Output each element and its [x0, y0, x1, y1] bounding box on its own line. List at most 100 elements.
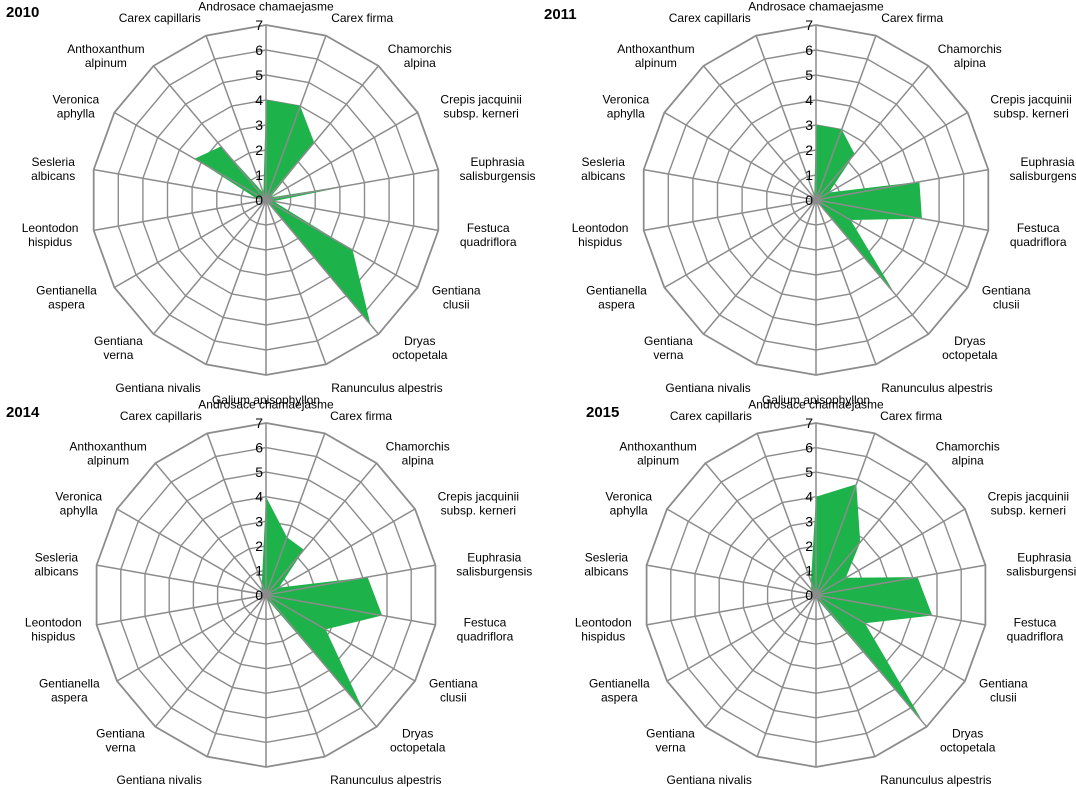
category-label: Gentianella aspera [36, 283, 97, 311]
r-tick-label: 3 [255, 513, 263, 529]
axis-spoke [265, 594, 436, 626]
axis-spoke [755, 199, 817, 365]
category-label: Carex firma [881, 11, 943, 25]
category-label: Crepis jacquinii subsp. kerneri [990, 93, 1071, 121]
data-area [766, 125, 922, 294]
category-label: Festuca quadriflora [460, 221, 517, 249]
category-label: Gentiana clusii [432, 283, 481, 311]
category-label: Galium anisophyllon [762, 785, 870, 787]
axis-spoke [815, 111, 968, 201]
axis-spoke [116, 594, 267, 682]
axis-spoke [265, 35, 327, 201]
r-tick-label: 3 [805, 513, 813, 529]
axis-spoke [206, 433, 267, 596]
r-tick-label: 4 [255, 489, 263, 505]
axis-spoke [815, 462, 928, 596]
axis-spoke [152, 199, 267, 335]
category-label: Ranunculus alpestris [881, 381, 992, 395]
category-label: Ranunculus alpestris [331, 381, 442, 395]
axis-spoke [815, 594, 966, 682]
category-label: Festuca quadriflora [1010, 221, 1067, 249]
category-label: Veronica aphylla [602, 93, 649, 121]
axis-spoke [815, 433, 876, 596]
data-area [195, 496, 383, 712]
category-label: Sesleria albicans [581, 155, 625, 183]
r-tick-label: 5 [255, 67, 263, 83]
r-tick-label: 4 [805, 92, 813, 108]
category-label: Crepis jacquinii subsp. kerneri [438, 489, 519, 517]
axis-spoke [815, 564, 986, 596]
r-tick-label: 4 [255, 92, 263, 108]
category-label: Androsace chamaejasme [198, 398, 334, 412]
r-tick-label: 0 [805, 192, 813, 208]
category-label: Anthoxanthum alpinum [67, 42, 144, 70]
category-label: Gentianella aspera [586, 283, 647, 311]
category-label: Sesleria albicans [31, 155, 75, 183]
r-tick-label: 6 [805, 42, 813, 58]
r-tick-label: 7 [805, 415, 813, 431]
category-label: Chamorchis alpina [388, 42, 452, 70]
r-tick-label: 7 [805, 17, 813, 33]
axis-spoke [93, 168, 267, 201]
category-label: Dryas octopetala [392, 334, 448, 362]
category-label: Gentiana nivalis [117, 773, 202, 787]
axis-spoke [265, 65, 380, 201]
data-area [764, 484, 933, 723]
axis-spoke [116, 508, 267, 596]
axis-spoke [815, 199, 989, 232]
axis-spoke [154, 594, 267, 728]
axis-spoke [265, 199, 380, 335]
category-label: Chamorchis alpina [938, 42, 1002, 70]
axis-spoke [114, 111, 267, 201]
r-tick-label: 3 [255, 117, 263, 133]
axis-spoke [265, 433, 326, 596]
axis-spoke [664, 199, 817, 289]
category-label: Anthoxanthum alpinum [617, 42, 694, 70]
r-tick-label: 2 [805, 538, 813, 554]
category-label: Sesleria albicans [34, 550, 78, 578]
category-label: Gentiana nivalis [665, 381, 750, 395]
r-tick-label: 2 [805, 142, 813, 158]
category-label: Androsace chamaejasme [198, 0, 334, 13]
category-label: Galium anisophyllon [212, 785, 320, 787]
category-label: Leontodon hispidus [25, 616, 82, 644]
category-label: Leontodon hispidus [575, 616, 632, 644]
category-label: Gentiana nivalis [115, 381, 200, 395]
r-tick-label: 6 [255, 440, 263, 456]
axis-spoke [666, 594, 817, 682]
axis-spoke [702, 199, 817, 335]
panel-title-2014: 2014 [6, 404, 40, 421]
axis-spoke [643, 168, 817, 201]
axis-spoke [815, 594, 986, 626]
category-label: Veronica aphylla [55, 489, 102, 517]
category-label: Gentianella aspera [589, 677, 650, 705]
axis-spoke [646, 564, 817, 596]
category-label: Gentiana clusii [429, 677, 478, 705]
axis-spoke [646, 594, 817, 626]
r-tick-label: 2 [255, 538, 263, 554]
r-tick-label: 6 [805, 440, 813, 456]
axis-spoke [815, 199, 930, 335]
category-label: Ranunculus alpestris [880, 773, 991, 787]
category-label: Carex firma [331, 11, 393, 25]
r-tick-label: 5 [805, 464, 813, 480]
r-tick-label: 3 [805, 117, 813, 133]
category-label: Leontodon hispidus [572, 221, 629, 249]
axis-spoke [755, 35, 817, 201]
category-label: Gentiana nivalis [667, 773, 752, 787]
axis-spoke [265, 594, 378, 728]
category-label: Gentianella aspera [39, 677, 100, 705]
axis-spoke [756, 433, 817, 596]
axis-spoke [664, 111, 817, 201]
r-tick-label: 4 [805, 489, 813, 505]
category-label: Dryas octopetala [390, 727, 446, 755]
r-tick-label: 1 [255, 167, 263, 183]
axis-spoke [265, 594, 326, 757]
category-label: Carex capillaris [669, 11, 751, 25]
category-label: Androsace chamaejasme [748, 398, 884, 412]
axis-spoke [265, 111, 418, 201]
